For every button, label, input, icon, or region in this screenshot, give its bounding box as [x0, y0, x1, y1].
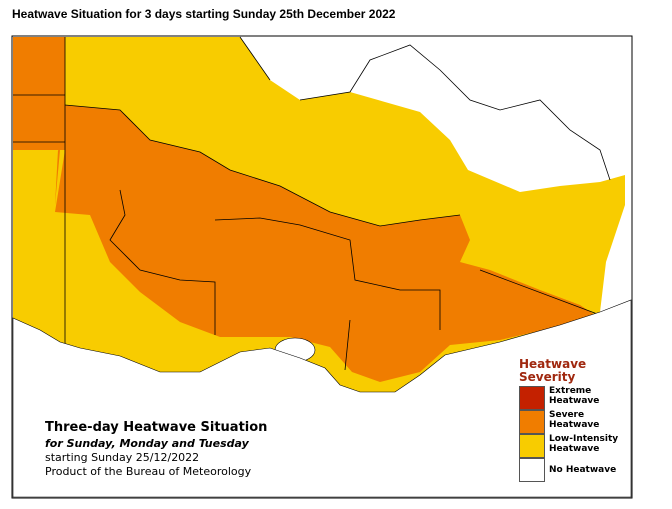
legend-label: No Heatwave	[549, 465, 617, 475]
legend-item: Severe Heatwave	[519, 410, 629, 434]
legend-swatch	[519, 434, 545, 458]
caption-title: Three-day Heatwave Situation	[45, 420, 268, 435]
legend-label: Severe Heatwave	[549, 410, 600, 430]
low-intensity-area	[13, 150, 58, 205]
legend-swatch	[519, 386, 545, 410]
legend-label: Extreme Heatwave	[549, 386, 600, 406]
sea	[12, 299, 632, 498]
legend-title: Heatwave Severity	[519, 357, 587, 384]
title: Heatwave Situation for 3 days starting S…	[12, 7, 396, 21]
caption-date: starting Sunday 25/12/2022	[45, 451, 200, 464]
boundaries	[13, 36, 611, 371]
caption-source: Product of the Bureau of Meteorology	[45, 465, 252, 478]
severe-area	[13, 37, 595, 382]
caption-subtitle: for Sunday, Monday and Tuesday	[45, 437, 249, 450]
legend-label: Low-Intensity Heatwave	[549, 434, 619, 454]
legend-swatch	[519, 458, 545, 482]
legend-item: No Heatwave	[519, 458, 629, 482]
legend-item: Extreme Heatwave	[519, 386, 629, 410]
legend-swatch	[519, 410, 545, 434]
legend-item: Low-Intensity Heatwave	[519, 434, 629, 458]
